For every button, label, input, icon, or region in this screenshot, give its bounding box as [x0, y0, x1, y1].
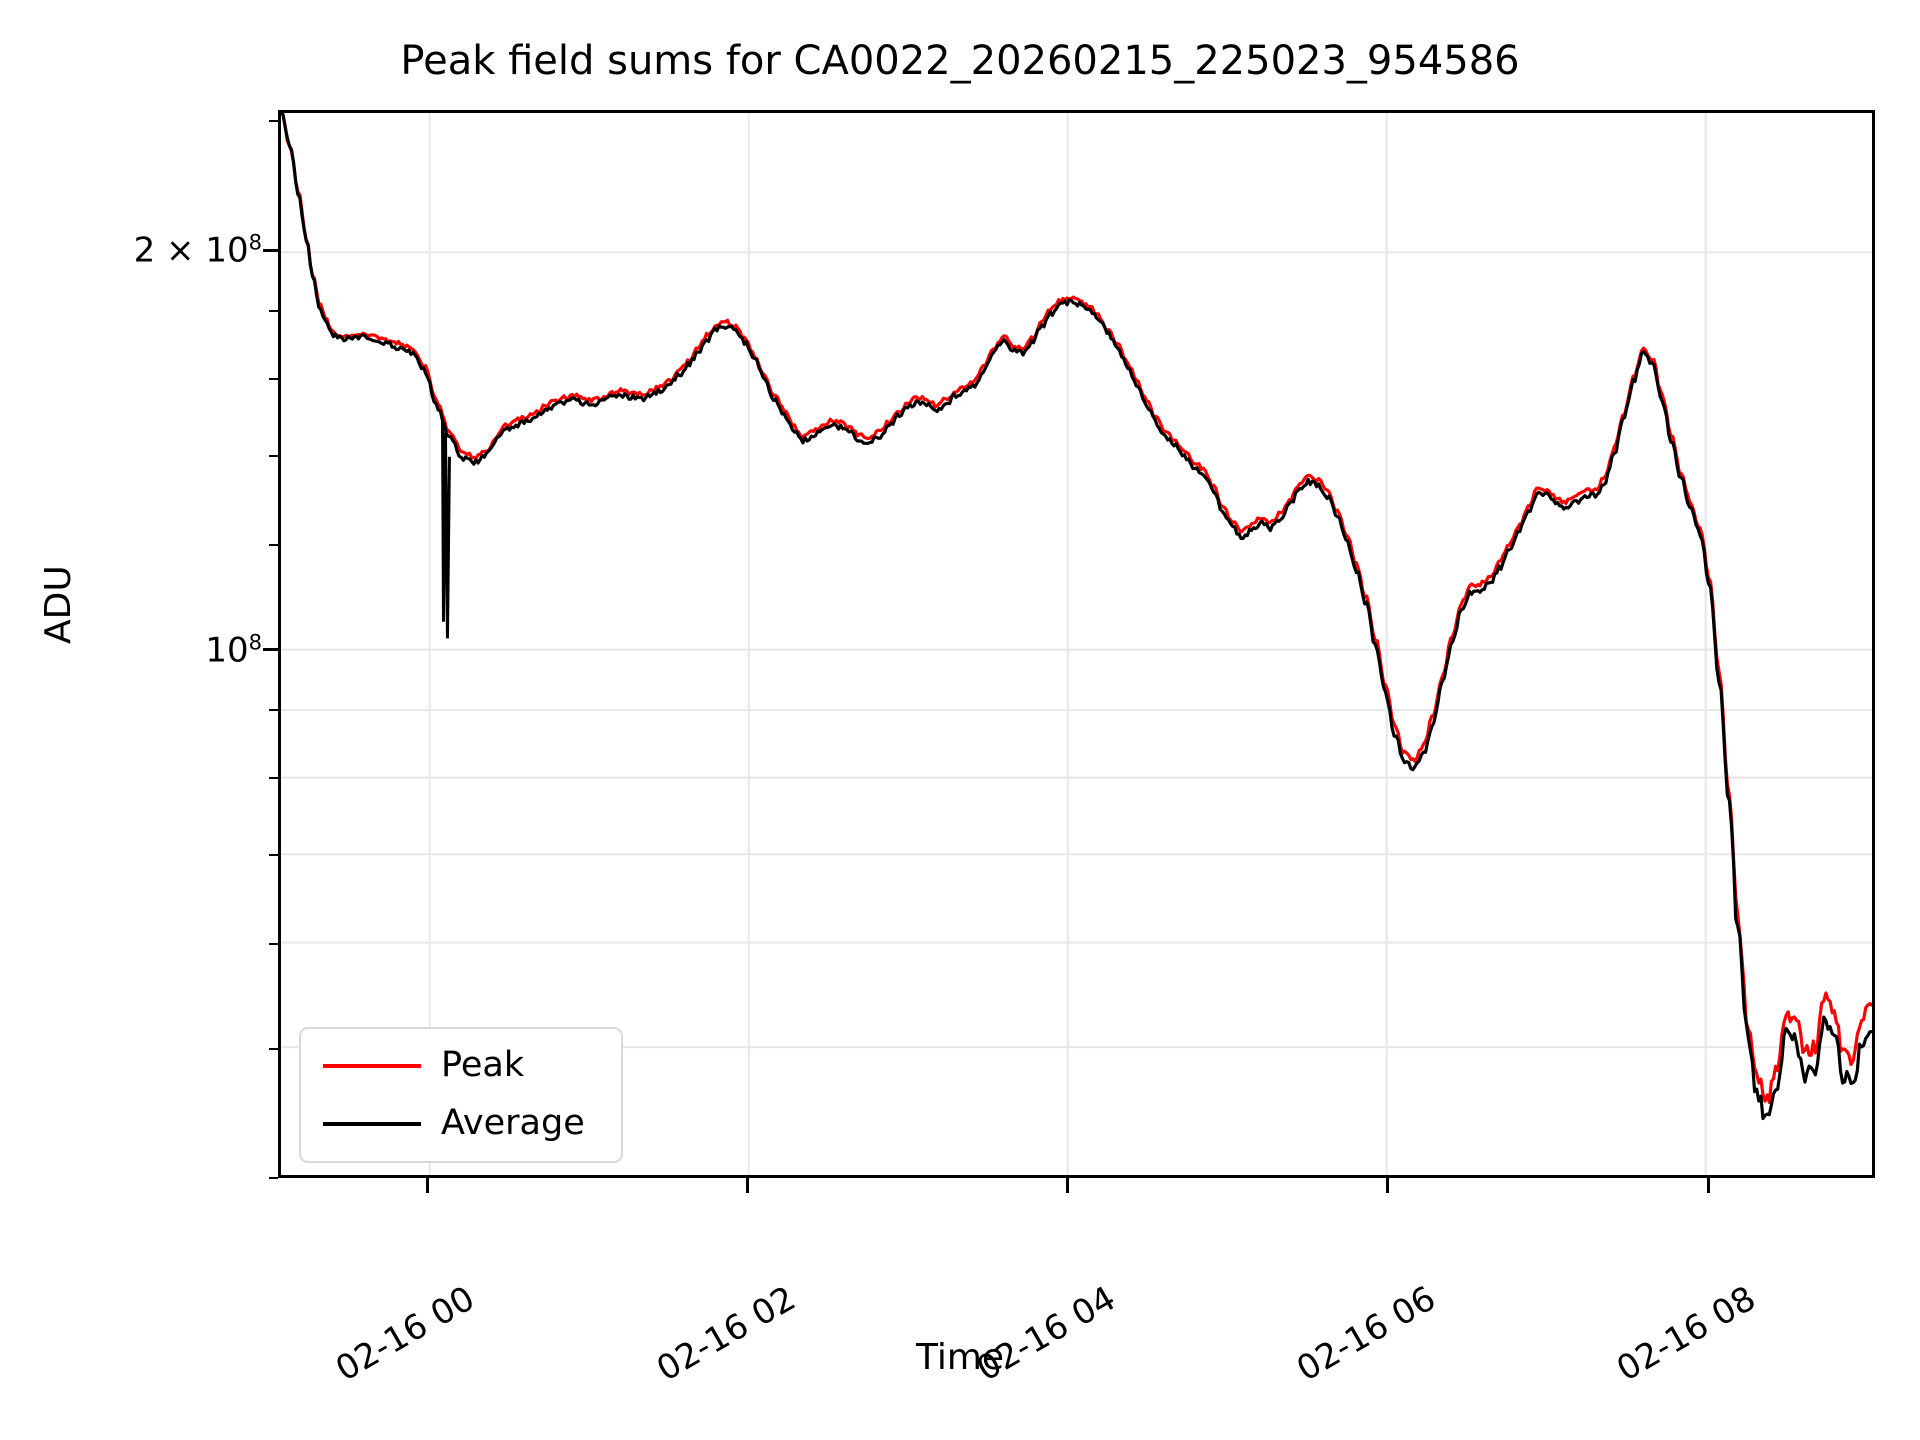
- x-axis-label: Time: [915, 1337, 1005, 1378]
- y-tick-label: 2 × 108: [133, 229, 262, 271]
- x-major-tick: [425, 1178, 429, 1193]
- y-major-tick: [263, 248, 278, 252]
- y-axis-label: ADU: [38, 565, 79, 644]
- y-minor-tick: [269, 377, 278, 380]
- data-series-layer: [281, 113, 1872, 1121]
- y-major-tick: [263, 648, 278, 652]
- x-major-tick: [1066, 1178, 1070, 1193]
- series-artifact-spike: [440, 417, 451, 639]
- legend-item-average[interactable]: Average: [301, 1097, 621, 1149]
- page-title: Peak field sums for CA0022_20260215_2250…: [400, 38, 1520, 84]
- y-tick-label: 108: [205, 629, 262, 671]
- x-major-tick: [1706, 1178, 1710, 1193]
- legend[interactable]: Peak Average: [299, 1027, 623, 1163]
- legend-label-average: Average: [441, 1103, 585, 1143]
- y-minor-tick: [269, 777, 278, 780]
- gridlines: [281, 113, 1872, 1175]
- x-major-tick: [1386, 1178, 1390, 1193]
- y-minor-tick: [269, 543, 278, 546]
- y-minor-tick: [269, 120, 278, 123]
- legend-swatch-average: [323, 1122, 421, 1126]
- y-minor-tick: [269, 943, 278, 946]
- x-major-tick: [746, 1178, 750, 1193]
- y-minor-tick: [269, 854, 278, 857]
- y-minor-tick: [269, 1048, 278, 1051]
- y-minor-tick: [269, 309, 278, 312]
- legend-swatch-peak: [323, 1064, 421, 1068]
- series-line-average: [281, 113, 1872, 1121]
- plot-area: [278, 110, 1875, 1178]
- series-line-peak: [281, 113, 1872, 1104]
- legend-item-peak[interactable]: Peak: [301, 1039, 621, 1091]
- y-minor-tick: [269, 1177, 278, 1179]
- y-minor-tick: [269, 709, 278, 712]
- legend-label-peak: Peak: [441, 1045, 525, 1085]
- plot-clip: [281, 113, 1872, 1175]
- y-minor-tick: [269, 454, 278, 457]
